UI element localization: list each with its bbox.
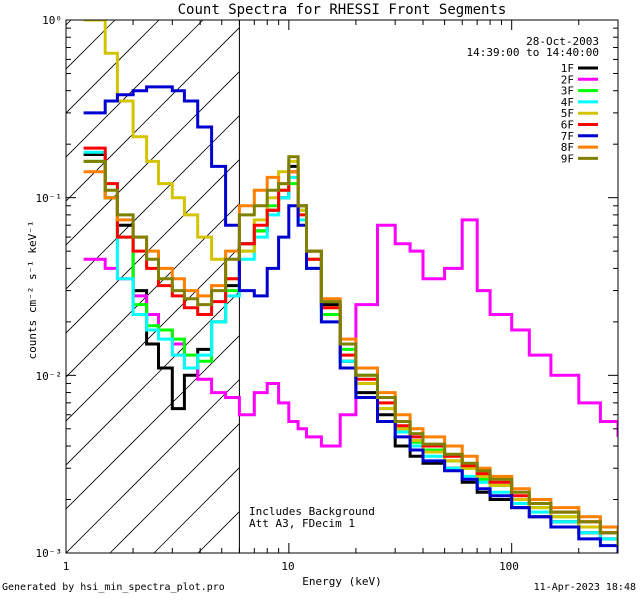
- hatch-line: [109, 423, 240, 553]
- x-tick-label-100: 100: [499, 560, 519, 573]
- chart-title: Count Spectra for RHESSI Front Segments: [178, 2, 507, 18]
- hatched-region: [0, 20, 640, 553]
- hatch-line: [242, 20, 640, 553]
- series-line-4F: [83, 150, 618, 553]
- legend-label-9F: 9F: [561, 152, 574, 165]
- legend-label-8F: 8F: [561, 141, 574, 154]
- annotation-background: Includes Background: [249, 505, 375, 518]
- hatch-line: [374, 20, 640, 553]
- series-line-6F: [83, 146, 618, 546]
- hatch-line: [0, 20, 27, 553]
- hatch-line: [66, 379, 240, 553]
- x-tick-label-10: 10: [281, 560, 294, 573]
- hatch-line: [66, 203, 240, 378]
- hatch-line: [66, 20, 116, 70]
- footer-generated-by: Generated by hsi_min_spectra_plot.pro: [2, 582, 225, 593]
- hatch-line: [66, 115, 240, 290]
- series-line-3F: [83, 159, 618, 546]
- footer-timestamp: 11-Apr-2023 18:48: [533, 582, 636, 593]
- y-axis-ticks: [66, 19, 618, 554]
- x-axis-ticks: [65, 20, 619, 553]
- hatch-line: [66, 27, 240, 202]
- legend-label-3F: 3F: [561, 85, 574, 98]
- legend-label-5F: 5F: [561, 107, 574, 120]
- plot-frame: [65, 19, 619, 554]
- hatch-line: [66, 247, 240, 422]
- hatch-line: [66, 71, 240, 246]
- legend-label-7F: 7F: [561, 130, 574, 143]
- series-line-5F: [83, 20, 618, 546]
- x-tick-label-1: 1: [63, 560, 70, 573]
- hatch-line: [66, 291, 240, 466]
- legend-label-1F: 1F: [561, 62, 574, 75]
- hatch-line: [594, 20, 640, 553]
- annotation-attenuator: Att A3, FDecim 1: [249, 517, 355, 530]
- series-group: [83, 20, 618, 553]
- y-tick-label-1e-2: 10⁻²: [36, 370, 63, 383]
- legend-label-6F: 6F: [561, 119, 574, 132]
- series-line-2F: [83, 218, 618, 448]
- hatch-line: [66, 159, 240, 334]
- series-line-9F: [83, 155, 618, 546]
- y-axis-label: counts cm⁻² s⁻¹ keV⁻¹: [26, 220, 39, 359]
- hatch-line: [66, 20, 160, 114]
- y-tick-label-1e-3: 10⁻³: [36, 547, 63, 560]
- legend-label-2F: 2F: [561, 73, 574, 86]
- legend-time-range: 14:39:00 to 14:40:00: [467, 46, 599, 59]
- series-line-7F: [83, 85, 618, 553]
- hatch-line: [418, 20, 640, 553]
- hatch-line: [66, 335, 240, 510]
- y-tick-label-1e0: 10⁰: [42, 14, 62, 27]
- hatch-line: [66, 20, 204, 158]
- legend-label-4F: 4F: [561, 96, 574, 109]
- y-tick-label-1e-1: 10⁻¹: [36, 192, 63, 205]
- legend-date: 28-Oct-2003: [526, 35, 599, 48]
- x-axis-label: Energy (keV): [302, 575, 381, 588]
